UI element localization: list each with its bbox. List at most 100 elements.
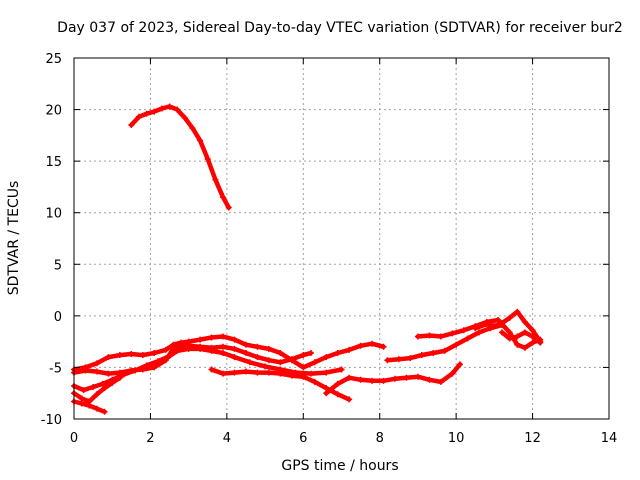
x-tick-label: 0 xyxy=(70,431,78,446)
data-point xyxy=(181,114,188,121)
y-tick-label: -5 xyxy=(49,361,62,376)
data-point xyxy=(197,137,204,144)
data-point xyxy=(109,379,116,386)
data-point xyxy=(151,108,158,115)
data-point xyxy=(220,194,227,201)
data-point xyxy=(380,377,387,384)
x-axis-label: GPS time / hours xyxy=(281,458,398,474)
data-point xyxy=(514,308,521,315)
data-point xyxy=(90,384,97,391)
data-point xyxy=(300,352,307,359)
data-point xyxy=(453,341,460,348)
data-point xyxy=(158,105,165,112)
data-point xyxy=(499,329,505,336)
data-point xyxy=(357,342,364,349)
data-point xyxy=(521,329,528,336)
y-tick-label: 20 xyxy=(45,104,62,119)
data-point xyxy=(300,364,307,371)
data-point xyxy=(151,349,158,356)
data-point xyxy=(174,106,181,113)
data-point xyxy=(407,355,414,362)
data-point xyxy=(346,374,353,381)
data-point xyxy=(307,370,314,377)
data-point xyxy=(476,329,483,336)
data-point xyxy=(464,335,471,342)
series-group xyxy=(71,103,544,415)
data-point xyxy=(135,113,142,120)
data-point xyxy=(78,395,85,402)
data-point xyxy=(506,314,513,321)
data-point xyxy=(403,374,410,381)
data-point xyxy=(521,344,528,351)
data-point xyxy=(384,357,391,364)
data-point xyxy=(346,396,353,403)
data-point xyxy=(242,341,249,348)
data-point xyxy=(521,319,528,326)
data-point xyxy=(139,352,146,359)
data-point xyxy=(93,368,100,375)
data-point xyxy=(246,359,253,366)
data-point xyxy=(537,339,544,346)
x-tick-label: 6 xyxy=(299,431,307,446)
data-point xyxy=(437,378,444,385)
data-point xyxy=(231,354,238,361)
data-point xyxy=(311,359,318,366)
x-tick-label: 2 xyxy=(146,431,154,446)
data-point xyxy=(254,354,261,361)
data-point xyxy=(225,204,232,211)
data-point xyxy=(166,103,173,110)
data-point xyxy=(254,369,261,376)
data-point xyxy=(441,347,448,354)
data-point xyxy=(128,122,135,129)
data-point xyxy=(86,402,93,409)
y-tick-label: -10 xyxy=(41,413,62,428)
data-point xyxy=(307,349,314,356)
data-point xyxy=(208,366,215,373)
data-point xyxy=(212,176,219,183)
data-point xyxy=(242,349,249,356)
series-line-0 xyxy=(129,104,232,210)
data-point xyxy=(277,359,284,366)
data-point xyxy=(178,342,184,349)
data-point xyxy=(99,380,106,387)
data-point xyxy=(323,385,330,392)
data-point xyxy=(105,354,112,361)
data-point xyxy=(430,349,437,356)
data-point xyxy=(80,387,87,394)
data-point xyxy=(120,371,127,378)
data-point xyxy=(288,372,295,379)
data-point xyxy=(220,333,227,340)
data-point xyxy=(105,370,112,377)
data-point xyxy=(346,346,353,353)
data-point xyxy=(155,358,162,365)
data-point xyxy=(204,156,211,163)
data-point xyxy=(166,353,173,360)
data-point xyxy=(151,364,158,371)
data-point xyxy=(514,333,521,340)
data-point xyxy=(220,349,227,356)
data-point xyxy=(514,341,521,348)
data-point xyxy=(449,370,456,377)
data-point xyxy=(334,380,341,387)
data-point xyxy=(277,349,284,356)
data-point xyxy=(369,340,376,347)
data-point xyxy=(495,316,502,323)
data-point xyxy=(456,361,463,368)
data-point xyxy=(265,357,272,364)
series-line-11 xyxy=(499,330,543,345)
data-point xyxy=(323,390,330,397)
data-point xyxy=(231,369,238,376)
y-tick-label: 0 xyxy=(54,310,62,325)
data-point xyxy=(93,405,100,412)
data-point xyxy=(185,345,192,352)
data-point xyxy=(101,385,108,392)
data-point xyxy=(472,325,479,332)
data-point xyxy=(418,352,425,359)
series-line-8 xyxy=(385,322,505,363)
data-point xyxy=(265,345,272,352)
data-point xyxy=(426,332,433,339)
data-point xyxy=(262,363,269,370)
data-point xyxy=(426,376,433,383)
data-point xyxy=(323,369,330,376)
data-point xyxy=(116,374,123,381)
